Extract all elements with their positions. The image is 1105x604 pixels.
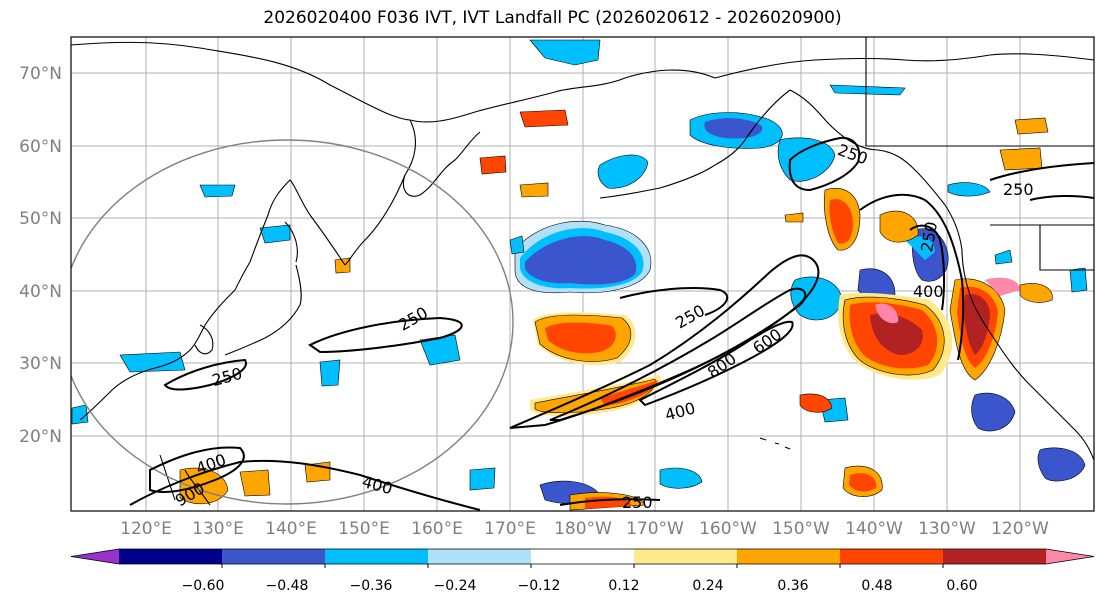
colorbar-segment [222, 549, 326, 564]
colorbar-segment [428, 549, 532, 564]
colorbar-segments [70, 548, 1095, 565]
longitude-labels: 120°E 130°E 140°E 150°E 160°E 170°E 180°… [120, 519, 1049, 539]
colorbar-label: 0.36 [777, 578, 808, 594]
contour-label: 250 [622, 493, 653, 512]
lat-label: 20°N [19, 427, 62, 447]
lon-label: 130°E [192, 519, 244, 539]
lat-label: 50°N [19, 209, 62, 229]
lon-label: 120°E [120, 519, 172, 539]
colorbar-segment [325, 549, 429, 564]
colorbar-segment [531, 549, 635, 564]
colorbar-segment [119, 549, 223, 564]
colorbar-label: 0.48 [861, 578, 892, 594]
graticule [71, 37, 1094, 511]
negative-anomaly-regions [71, 39, 1088, 504]
colorbar-extend-min [71, 549, 119, 564]
colorbar-segment [634, 549, 738, 564]
lat-label: 30°N [19, 354, 62, 374]
lon-label: 150°E [338, 519, 390, 539]
colorbar-label: −0.12 [518, 578, 561, 594]
colorbar-label: −0.36 [350, 578, 393, 594]
colorbar: −0.60 −0.48 −0.36 −0.24 −0.12 0.12 0.24 … [70, 548, 1095, 594]
ivt-contours [129, 136, 1094, 511]
lon-label: 140°W [845, 519, 903, 539]
lon-label: 140°E [265, 519, 317, 539]
colorbar-label: 0.24 [692, 578, 723, 594]
latitude-labels: 70°N 60°N 50°N 40°N 30°N 20°N [19, 64, 62, 447]
colorbar-label: −0.48 [266, 578, 309, 594]
colorbar-segment [943, 549, 1047, 564]
colorbar-label: 0.60 [946, 578, 977, 594]
colorbar-outline [70, 548, 1095, 565]
colorbar-label: 0.12 [608, 578, 639, 594]
contour-label: 400 [913, 282, 944, 301]
coastlines [71, 37, 1094, 506]
positive-anomaly-regions [179, 109, 1053, 511]
reference-circle [71, 139, 514, 505]
lat-label: 60°N [19, 137, 62, 157]
lat-label: 40°N [19, 282, 62, 302]
colorbar-ticks [221, 564, 944, 568]
contour-label: 250 [1003, 180, 1034, 199]
colorbar-label: −0.24 [434, 578, 477, 594]
lon-label: 160°W [699, 519, 757, 539]
colorbar-extend-max [1046, 549, 1094, 564]
colorbar-segment [737, 549, 841, 564]
lon-label: 170°E [484, 519, 536, 539]
lon-label: 170°W [626, 519, 684, 539]
map-frame [70, 36, 1095, 512]
lat-label: 70°N [19, 64, 62, 84]
lon-label: 180°W [554, 519, 612, 539]
lon-label: 150°W [772, 519, 830, 539]
lon-label: 130°W [918, 519, 976, 539]
colorbar-labels: −0.60 −0.48 −0.36 −0.24 −0.12 0.12 0.24 … [182, 578, 978, 594]
colorbar-label: −0.60 [182, 578, 225, 594]
lon-label: 160°E [411, 519, 463, 539]
chart-title: 2026020400 F036 IVT, IVT Landfall PC (20… [263, 8, 842, 28]
colorbar-segment [840, 549, 944, 564]
lon-label: 120°W [991, 519, 1049, 539]
